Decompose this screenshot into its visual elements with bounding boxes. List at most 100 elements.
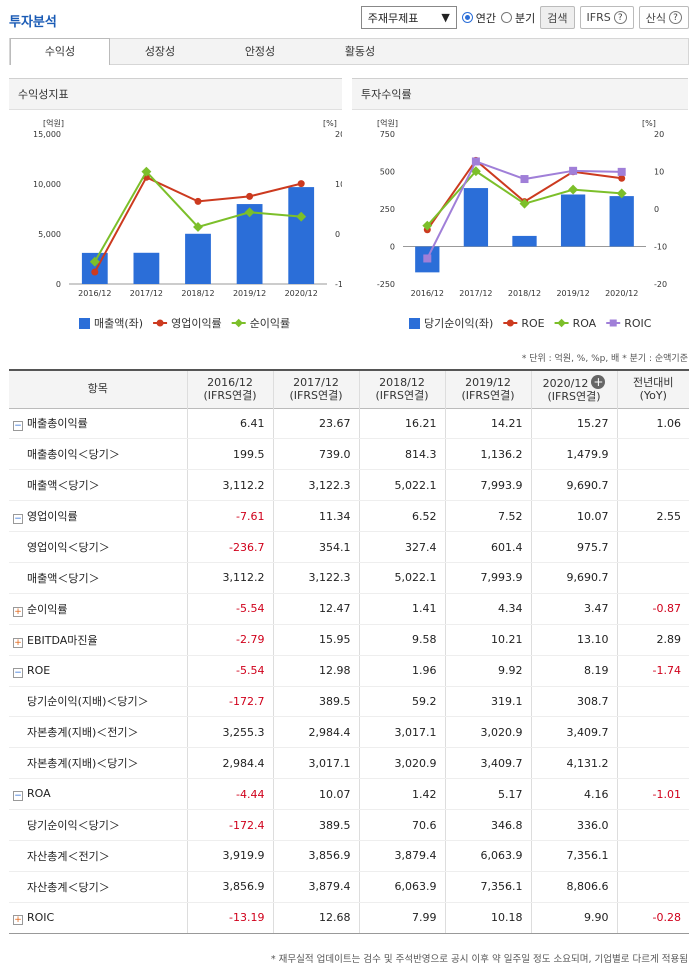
panel-title: 투자수익률	[352, 78, 688, 110]
row-label[interactable]: − 영업이익률	[9, 500, 188, 533]
table-cell: 3,879.4	[273, 871, 360, 903]
search-button[interactable]: 검색	[540, 6, 575, 29]
table-cell: 10.07	[531, 500, 618, 533]
formula-button[interactable]: 산식?	[638, 6, 689, 29]
bar-mark	[133, 252, 160, 284]
row-label: 자산총계＜당기＞	[9, 871, 188, 903]
table-row: − 매출총이익률 6.41 23.67 16.21 14.21 15.27 1.06	[9, 408, 689, 440]
header-text: 2019/12	[465, 375, 511, 389]
table-cell: 7.52	[445, 500, 532, 533]
row-label[interactable]: − ROE	[9, 654, 188, 687]
line-point	[89, 256, 100, 267]
table-row: + ROIC -13.19 12.68 7.99 10.18 9.90 -0.28	[9, 901, 689, 934]
table-cell: -5.54	[187, 654, 274, 687]
radio-selected-icon	[461, 12, 473, 23]
header-text: 전년대비	[633, 375, 674, 389]
investment-return-chart-panel: 투자수익률 [억원] [%] 750 500 250 0 -250 20 10 0 -10 -20 20…	[352, 78, 688, 334]
left-tick-label: 500	[380, 168, 395, 177]
bar-mark	[185, 233, 211, 284]
table-row: 매출액＜당기＞ 3,112.2 3,122.3 5,022.1 7,993.9 9,690…	[9, 562, 689, 594]
table-cell	[617, 809, 689, 841]
table-header-row: 항목 2016/12 (IFRS연결) 2017/12 (IFRS연결) 2018/12(…	[9, 370, 689, 408]
tab-stability[interactable]: 안정성	[244, 45, 276, 58]
row-label[interactable]: + 순이익률	[9, 592, 188, 625]
row-label[interactable]: + EBITDA마진율	[9, 623, 188, 656]
left-axis-label: [억원]	[377, 118, 398, 128]
expand-column-icon[interactable]: +	[591, 374, 606, 389]
line-point	[91, 268, 99, 276]
table-cell: -236.7	[187, 531, 274, 563]
line-point	[423, 254, 432, 263]
bar-mark	[560, 194, 586, 247]
table-cell: 3,919.9	[187, 840, 274, 872]
line-point	[617, 167, 626, 176]
table-cell: 3,112.2	[187, 562, 274, 594]
line-point	[568, 184, 579, 195]
row-label-text: EBITDA마진율	[27, 633, 98, 647]
table-cell: 5.17	[445, 778, 532, 811]
radio-empty-icon	[501, 12, 513, 23]
row-label: 당기순이익(지배)＜당기＞	[9, 686, 188, 718]
table-cell: 6,063.9	[359, 871, 446, 903]
collapse-icon[interactable]: −	[13, 421, 23, 432]
row-label[interactable]: − ROA	[9, 778, 188, 811]
table-cell: 3,409.7	[531, 716, 618, 749]
line-point	[519, 198, 530, 209]
column-header: 2016/12 (IFRS연결)	[187, 370, 274, 408]
expand-icon[interactable]: +	[13, 637, 23, 648]
table-cell: -13.19	[187, 901, 274, 934]
table-cell: 1,479.9	[531, 438, 618, 471]
collapse-icon[interactable]: −	[13, 667, 23, 678]
table-cell	[617, 840, 689, 872]
table-cell: 4.16	[531, 778, 618, 811]
table-cell: 3,020.9	[359, 747, 446, 780]
table-cell: 3.47	[531, 592, 618, 625]
table-cell	[617, 438, 689, 471]
table-cell: 6.52	[359, 500, 446, 533]
table-cell: 7,356.1	[531, 840, 618, 872]
tab-activity[interactable]: 활동성	[344, 45, 376, 58]
radio-annual[interactable]: 연간	[461, 10, 496, 26]
table-cell: 319.1	[445, 686, 532, 718]
table-cell: 1.96	[359, 654, 446, 687]
tab-profitability[interactable]: 수익성	[10, 38, 110, 65]
table-cell: 3,856.9	[273, 840, 360, 872]
table-cell: 12.98	[273, 654, 360, 687]
row-label: 자본총계(지배)＜전기＞	[9, 716, 188, 749]
row-label: 당기순이익＜당기＞	[9, 809, 188, 841]
legend-label: 영업이익률	[171, 317, 222, 330]
expand-icon[interactable]: +	[13, 606, 23, 617]
row-label[interactable]: − 매출총이익률	[9, 408, 188, 440]
table-cell: 7,993.9	[445, 469, 532, 502]
table-cell: 814.3	[359, 438, 446, 471]
table-cell: 4,131.2	[531, 747, 618, 780]
tab-growth[interactable]: 성장성	[144, 45, 176, 58]
line-point	[141, 166, 152, 177]
legend-marker	[506, 319, 514, 327]
left-tick-label: 250	[380, 205, 395, 214]
line-point	[193, 222, 203, 232]
table-row: − ROE -5.54 12.98 1.96 9.92 8.19 -1.74	[9, 654, 689, 687]
table-cell: 389.5	[273, 686, 360, 718]
legend-label: ROE	[521, 317, 544, 330]
table-cell: 4.34	[445, 592, 532, 625]
collapse-icon[interactable]: −	[13, 791, 23, 802]
table-cell: 1,136.2	[445, 438, 532, 471]
collapse-icon[interactable]: −	[13, 514, 23, 525]
header-text: 2017/12	[293, 375, 339, 389]
table-row: 자본총계(지배)＜당기＞ 2,984.4 3,017.1 3,020.9 3,409.7…	[9, 747, 689, 780]
expand-icon[interactable]: +	[13, 914, 23, 925]
table-cell: 2.55	[617, 500, 689, 533]
table-cell: 2,984.4	[187, 747, 274, 780]
x-tick-label: 2019/12	[556, 289, 589, 298]
table-cell: 7,993.9	[445, 562, 532, 594]
radio-quarter[interactable]: 분기	[501, 10, 535, 26]
profitability-chart: [억원] [%] 15,000 10,000 5,000 0 20 10 0 -10 2016/12…	[33, 118, 342, 330]
line-point	[616, 188, 627, 199]
legend-marker	[234, 318, 243, 328]
table-row: − 영업이익률 -7.61 11.34 6.52 7.52 10.07 2.55	[9, 500, 689, 533]
row-label[interactable]: + ROIC	[9, 901, 188, 934]
statement-select[interactable]: 주재무제표 ▼	[360, 6, 457, 29]
row-label: 매출액＜당기＞	[9, 469, 188, 502]
ifrs-button[interactable]: IFRS?	[579, 6, 634, 29]
